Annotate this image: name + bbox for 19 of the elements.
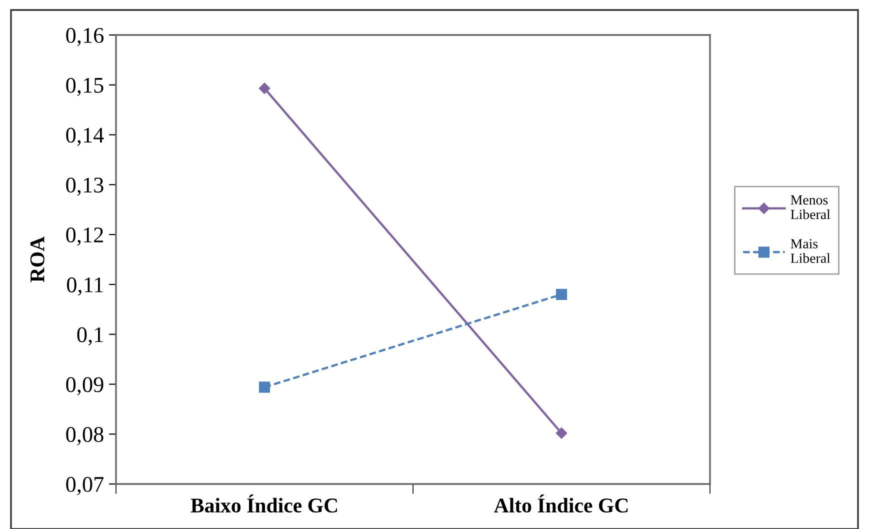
x-tick-label: Alto Índice GC (494, 494, 628, 513)
y-tick-label: 0,07 (66, 476, 104, 496)
y-tick-label: 0,11 (66, 277, 103, 296)
point (556, 288, 568, 300)
y-tick-label: 0,08 (66, 427, 104, 446)
y-tick-label: 0,14 (66, 128, 104, 146)
y-tick-label: 0,15 (66, 78, 104, 96)
legend-label: Mais Liberal (790, 239, 830, 263)
point (258, 82, 270, 94)
point (556, 428, 568, 439)
y-tick-label: 0,12 (66, 227, 103, 246)
x-tick-label: Baixo Índice GC (190, 494, 337, 513)
legend-label: Menos Liberal (790, 195, 830, 220)
y-tick-label: 0,16 (66, 28, 104, 46)
y-tick-label: 0,1 (77, 327, 103, 346)
y-axis-title: ROA (30, 236, 44, 282)
y-tick-label: 0,13 (66, 178, 104, 196)
point (258, 382, 270, 393)
y-tick-label: 0,09 (66, 377, 104, 396)
